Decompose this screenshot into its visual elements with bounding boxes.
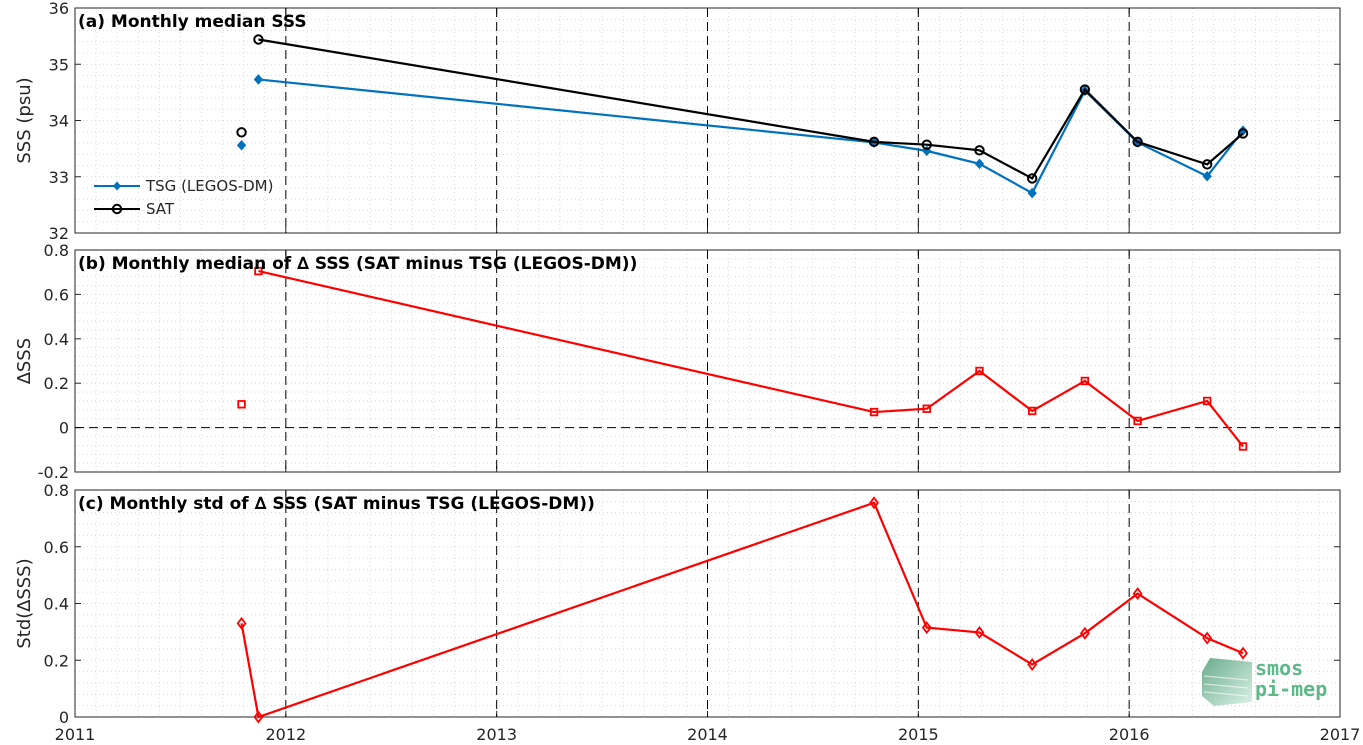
data-point bbox=[922, 404, 931, 413]
data-point bbox=[1027, 658, 1038, 671]
data-point bbox=[253, 34, 264, 45]
data-point bbox=[1079, 626, 1090, 640]
panel-b: -0.2 0 0.2 0.4 0.6 0.8 ∆SSS (b) Monthly media… bbox=[14, 241, 1341, 482]
legend: TSG (LEGOS-DM) SAT bbox=[94, 177, 273, 218]
data-point bbox=[921, 621, 932, 635]
legend-item-sat: SAT bbox=[94, 200, 175, 218]
y-tick-label: 32 bbox=[49, 224, 69, 243]
data-point bbox=[1238, 442, 1248, 451]
x-tick-label: 2014 bbox=[687, 725, 728, 744]
data-point bbox=[1237, 128, 1249, 139]
data-point bbox=[236, 139, 247, 151]
y-axis-label: ∆SSS bbox=[14, 338, 35, 385]
panel-c: 00.20.40.60.8 2011 2012 2013 2014 2015 2016 20… bbox=[14, 481, 1360, 744]
series-line bbox=[240, 501, 1244, 719]
data-point bbox=[868, 136, 880, 148]
data-point bbox=[253, 74, 264, 85]
data-point bbox=[1079, 84, 1091, 95]
logo-icon bbox=[1202, 658, 1252, 706]
data-point bbox=[254, 266, 263, 276]
y-tick-labels: 32 33 34 35 36 bbox=[49, 0, 69, 243]
year-lines bbox=[285, 250, 1130, 472]
year-lines bbox=[285, 490, 1130, 717]
panel-title: (c) Monthly std of ∆ SSS (SAT minus TSG … bbox=[78, 494, 595, 514]
y-tick-label: 0.6 bbox=[44, 538, 69, 557]
data-point bbox=[974, 158, 985, 170]
data-point bbox=[974, 145, 985, 156]
series-line bbox=[258, 38, 1244, 180]
logo: smos pi-mep bbox=[1255, 658, 1335, 700]
legend-marker-sat bbox=[111, 203, 123, 215]
x-tick-label: 2011 bbox=[55, 725, 96, 744]
legend-label-sat: SAT bbox=[146, 200, 175, 218]
y-tick-label: 0.4 bbox=[44, 595, 69, 614]
y-tick-label: 0.8 bbox=[44, 481, 69, 500]
data-point bbox=[253, 710, 264, 724]
series-group bbox=[236, 34, 1249, 199]
data-point bbox=[1027, 406, 1037, 416]
y-tick-label: 0.6 bbox=[44, 285, 69, 304]
data-point bbox=[1132, 136, 1143, 148]
y-tick-labels: -0.2 0 0.2 0.4 0.6 0.8 bbox=[38, 241, 69, 482]
data-point bbox=[1133, 416, 1142, 426]
data-point bbox=[1202, 396, 1212, 406]
legend-marker-tsg bbox=[113, 181, 121, 191]
y-tick-labels: 0 0.2 0.4 0.6 0.8 bbox=[44, 481, 69, 727]
y-tick-label: 0.2 bbox=[44, 374, 69, 393]
data-point bbox=[869, 496, 879, 510]
data-point bbox=[237, 400, 246, 409]
year-lines bbox=[285, 8, 1130, 233]
series-line bbox=[258, 78, 1244, 195]
data-point bbox=[1238, 646, 1248, 660]
y-tick-label: 35 bbox=[49, 55, 69, 74]
logo-line-1: smos bbox=[1255, 656, 1304, 680]
x-tick-label: 2013 bbox=[476, 725, 517, 744]
series-group bbox=[237, 266, 1248, 451]
data-point bbox=[921, 139, 932, 150]
x-tick-label: 2017 bbox=[1320, 725, 1361, 744]
x-tick-label: 2012 bbox=[265, 725, 306, 744]
series-tsg bbox=[236, 74, 1248, 199]
series-line bbox=[258, 270, 1244, 448]
data-point bbox=[1027, 187, 1037, 199]
series-sat bbox=[236, 34, 1249, 184]
y-tick-label: 34 bbox=[49, 112, 69, 131]
panel-title: (a) Monthly median SSS bbox=[78, 12, 307, 32]
y-axis-label: SSS (psu) bbox=[14, 77, 35, 163]
y-tick-label: 36 bbox=[49, 0, 69, 18]
data-point bbox=[1132, 587, 1143, 601]
y-tick-label: 0.4 bbox=[44, 330, 69, 349]
y-tick-label: 0.2 bbox=[44, 651, 69, 670]
panel-a: 32 33 34 35 36 SSS (psu) (a) Monthly median … bbox=[14, 0, 1341, 243]
legend-label-tsg: TSG (LEGOS-DM) bbox=[145, 177, 273, 195]
x-tick-label: 2016 bbox=[1109, 725, 1150, 744]
y-tick-label: 0.8 bbox=[44, 241, 69, 260]
series-delta bbox=[236, 496, 1248, 724]
panel-title: (b) Monthly median of ∆ SSS (SAT minus T… bbox=[78, 254, 637, 274]
data-point bbox=[236, 616, 247, 630]
data-point bbox=[1201, 159, 1213, 170]
data-point bbox=[236, 127, 247, 138]
x-tick-label: 2015 bbox=[898, 725, 939, 744]
series-group bbox=[236, 496, 1248, 724]
legend-item-tsg: TSG (LEGOS-DM) bbox=[94, 177, 273, 195]
data-point bbox=[975, 366, 984, 376]
y-tick-label: -0.2 bbox=[38, 463, 69, 482]
y-tick-label: 0 bbox=[59, 419, 69, 438]
data-point bbox=[1202, 631, 1213, 645]
x-tick-labels: 2011 2012 2013 2014 2015 2016 2017 bbox=[55, 725, 1361, 744]
data-point bbox=[1080, 376, 1090, 386]
y-tick-label: 0 bbox=[59, 708, 69, 727]
series-delta bbox=[237, 266, 1248, 451]
data-point bbox=[974, 625, 985, 639]
data-point bbox=[1202, 170, 1212, 182]
y-tick-label: 33 bbox=[49, 168, 69, 187]
logo-line-2: pi-mep bbox=[1255, 677, 1328, 701]
data-point bbox=[869, 407, 879, 417]
y-axis-label: Std(∆SSS) bbox=[14, 558, 35, 648]
data-point bbox=[1026, 173, 1038, 184]
